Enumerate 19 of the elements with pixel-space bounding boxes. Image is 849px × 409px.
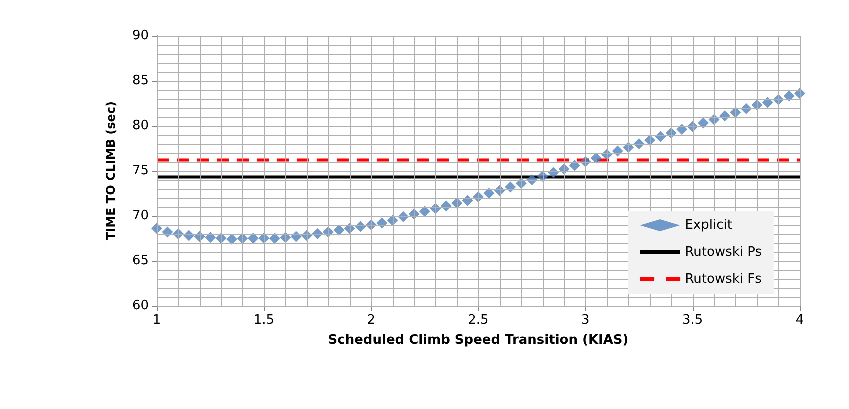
- y-tick-label: 65: [132, 254, 149, 268]
- x-tick-label: 2: [367, 313, 376, 328]
- x-tick-label: 3.5: [682, 313, 704, 328]
- legend-label: Rutowski Ps: [685, 245, 762, 260]
- x-axis-title: Scheduled Climb Speed Transition (KIAS): [328, 333, 629, 348]
- legend-label: Explicit: [685, 218, 732, 233]
- x-tick-label: 1: [152, 313, 162, 328]
- y-tick-label: 85: [132, 74, 149, 88]
- x-tick-label: 1.5: [254, 313, 275, 328]
- x-tick-label: 2.5: [468, 313, 489, 328]
- y-axis-title: TIME TO CLIMB (sec): [104, 101, 118, 241]
- legend-label: Rutowski Fs: [685, 272, 762, 287]
- y-tick-label: 75: [132, 164, 149, 178]
- x-tick-label: 3: [582, 313, 590, 328]
- y-tick-label: 90: [132, 28, 149, 44]
- x-tick-label: 4: [796, 313, 804, 328]
- y-tick-label: 60: [132, 298, 149, 314]
- y-tick-label: 80: [132, 118, 149, 134]
- y-tick-label: 70: [132, 208, 149, 224]
